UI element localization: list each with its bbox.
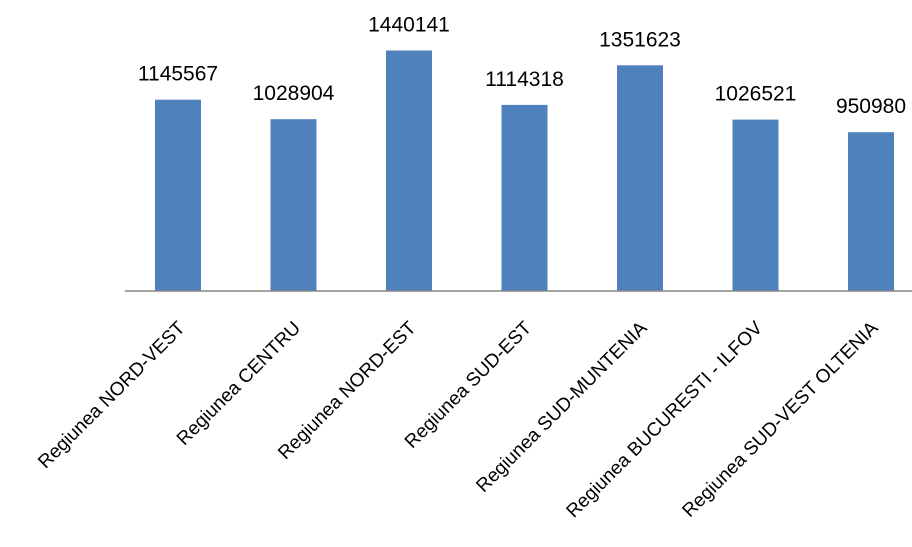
bar-3 xyxy=(386,50,432,291)
data-label-5: 1351623 xyxy=(599,28,681,51)
data-label-2: 1028904 xyxy=(253,82,335,105)
data-label-6: 1026521 xyxy=(715,83,797,106)
bar-4 xyxy=(501,104,548,292)
data-label-1: 1145567 xyxy=(138,63,218,86)
category-label-6: Regiunea BUCURESTI - ILFOV xyxy=(563,317,768,522)
category-label-7: Regiunea SUD-VEST OLTENIA xyxy=(679,317,883,521)
data-label-7: 950980 xyxy=(836,95,906,118)
data-label-4: 1114318 xyxy=(485,68,564,91)
bars-group xyxy=(155,50,894,292)
category-label-2: Regiunea CENTRU xyxy=(173,318,305,450)
bar-2 xyxy=(270,119,317,291)
data-label-3: 1440141 xyxy=(368,14,450,37)
bar-5 xyxy=(617,65,663,291)
category-label-1: Regiunea NORD-VEST xyxy=(34,317,190,473)
bar-6 xyxy=(732,119,779,291)
data-labels-group: 1145567 1028904 1440141 1114318 1351623 10265… xyxy=(138,14,906,119)
bar-1 xyxy=(155,99,201,291)
bar-7 xyxy=(848,132,894,291)
category-label-4: Regiunea SUD-EST xyxy=(401,317,536,452)
